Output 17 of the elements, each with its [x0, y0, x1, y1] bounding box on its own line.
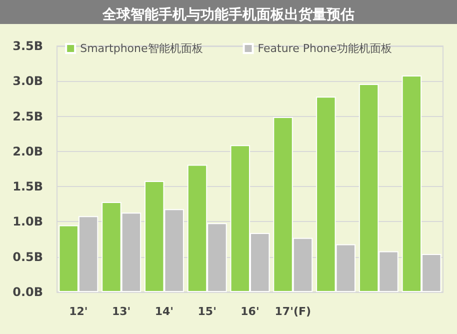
chart-title: 全球智能手机与功能手机面板出货量预估 [102, 6, 354, 23]
x-tick-label: 13' [112, 305, 131, 318]
y-tick-label: 0.0B [12, 285, 43, 299]
x-tick-label: 15' [198, 305, 216, 318]
y-tick-label: 1.5B [12, 180, 43, 194]
y-tick-label: 3.0B [12, 74, 43, 88]
x-tick-label: 12' [69, 305, 88, 318]
y-tick-label: 2.5B [12, 109, 43, 124]
legend-label: Feature Phone功能机面板 [258, 42, 392, 55]
legend-label: Smartphone智能机面板 [80, 42, 203, 55]
y-tick-label: 1.0B [12, 214, 43, 229]
x-tick-label: 16' [240, 305, 260, 318]
y-tick-label: 2.0B [12, 144, 43, 158]
x-tick-label: 14' [154, 305, 174, 318]
y-tick-label: 0.5B [12, 250, 43, 264]
x-tick-label: 17'(F) [274, 305, 312, 318]
y-tick-label: 3.5B [12, 39, 43, 53]
